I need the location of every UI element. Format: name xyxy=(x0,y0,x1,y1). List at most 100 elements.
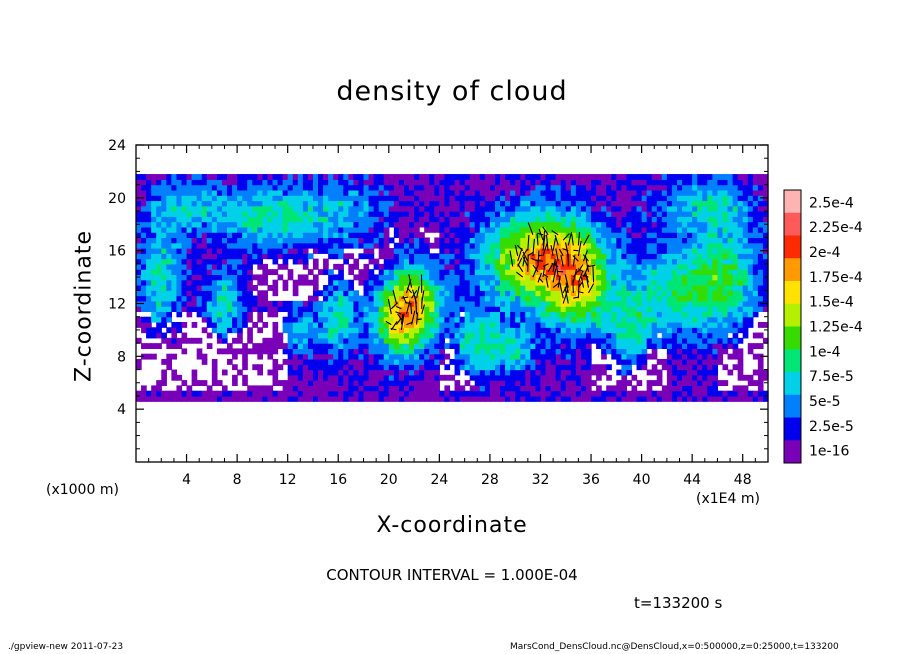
density-cell xyxy=(459,200,466,207)
density-cell xyxy=(186,232,193,239)
density-cell xyxy=(545,311,552,318)
density-cell xyxy=(312,306,319,313)
density-cell xyxy=(474,290,481,297)
density-cell xyxy=(242,274,248,281)
density-cell xyxy=(661,364,668,371)
density-cell xyxy=(732,216,739,223)
density-cell xyxy=(661,285,668,291)
density-cell xyxy=(505,332,511,339)
density-cell xyxy=(676,332,683,339)
density-cell xyxy=(676,253,683,260)
density-cell xyxy=(318,327,324,334)
density-cell xyxy=(535,380,542,386)
density-cell xyxy=(494,242,501,249)
density-cell xyxy=(363,306,370,313)
density-cell xyxy=(727,195,734,202)
density-cell xyxy=(166,364,172,371)
density-cell xyxy=(570,174,577,180)
density-cell xyxy=(419,343,425,350)
density-cell xyxy=(601,300,607,307)
density-cell xyxy=(444,232,451,239)
density-cell xyxy=(676,200,683,207)
density-cell xyxy=(414,343,420,350)
density-cell xyxy=(297,179,304,186)
density-cell xyxy=(328,374,334,381)
density-cell xyxy=(692,189,698,196)
density-cell xyxy=(682,353,688,360)
density-cell xyxy=(363,369,370,376)
density-cell xyxy=(530,253,537,260)
density-cell xyxy=(282,211,289,217)
density-cell xyxy=(444,385,451,392)
density-cell xyxy=(666,226,673,233)
density-cell xyxy=(227,321,233,328)
density-cell xyxy=(737,179,744,186)
density-cell xyxy=(414,290,420,297)
density-cell xyxy=(272,369,279,376)
density-cell xyxy=(742,374,749,381)
density-cell xyxy=(661,279,668,286)
time-stamp: t=133200 s xyxy=(634,594,723,612)
density-cell xyxy=(565,205,572,212)
density-cell xyxy=(368,237,375,244)
density-cell xyxy=(378,327,385,334)
density-cell xyxy=(520,279,526,286)
density-cell xyxy=(161,285,167,291)
density-cell xyxy=(166,279,172,286)
density-cell xyxy=(722,290,729,297)
density-cell xyxy=(424,274,430,281)
density-cell xyxy=(277,343,284,350)
density-cell xyxy=(312,390,319,397)
density-cell xyxy=(328,253,334,260)
density-cell xyxy=(398,343,405,350)
density-cell xyxy=(671,374,678,381)
density-cell xyxy=(585,337,592,344)
density-cell xyxy=(494,189,501,196)
density-cell xyxy=(682,216,688,223)
density-cell xyxy=(307,316,314,323)
density-cell xyxy=(505,258,511,265)
density-cell xyxy=(626,332,633,339)
density-cell xyxy=(591,200,597,207)
density-cell xyxy=(206,311,213,318)
density-cell xyxy=(626,353,633,360)
density-cell xyxy=(267,300,274,307)
density-cell xyxy=(277,184,284,191)
density-cell xyxy=(717,263,724,270)
density-cell xyxy=(363,232,370,239)
density-cell xyxy=(505,174,511,180)
density-cell xyxy=(459,242,466,249)
density-cell xyxy=(338,395,344,402)
density-cell xyxy=(444,279,451,286)
density-cell xyxy=(742,258,749,265)
density-cell xyxy=(302,211,309,217)
density-cell xyxy=(575,253,582,260)
density-cell xyxy=(216,184,223,191)
density-cell xyxy=(621,184,628,191)
density-cell xyxy=(171,232,178,239)
density-cell xyxy=(682,242,688,249)
density-cell xyxy=(682,189,688,196)
density-cell xyxy=(692,290,698,297)
density-cell xyxy=(216,337,223,344)
density-cell xyxy=(520,200,526,207)
density-cell xyxy=(257,348,263,355)
density-cell xyxy=(712,258,719,265)
density-cell xyxy=(474,189,481,196)
density-cell xyxy=(328,295,334,302)
density-cell xyxy=(363,184,370,191)
density-cell xyxy=(560,332,567,339)
density-cell xyxy=(494,205,501,212)
density-cell xyxy=(262,205,269,212)
density-cell xyxy=(368,390,375,397)
density-cell xyxy=(328,242,334,249)
density-cell xyxy=(414,184,420,191)
density-cell xyxy=(676,369,683,376)
density-cell xyxy=(687,332,693,339)
density-cell xyxy=(186,306,193,313)
density-cell xyxy=(737,306,744,313)
density-cell xyxy=(489,174,496,180)
density-cell xyxy=(692,221,698,228)
density-cell xyxy=(247,189,253,196)
density-cell xyxy=(171,200,178,207)
